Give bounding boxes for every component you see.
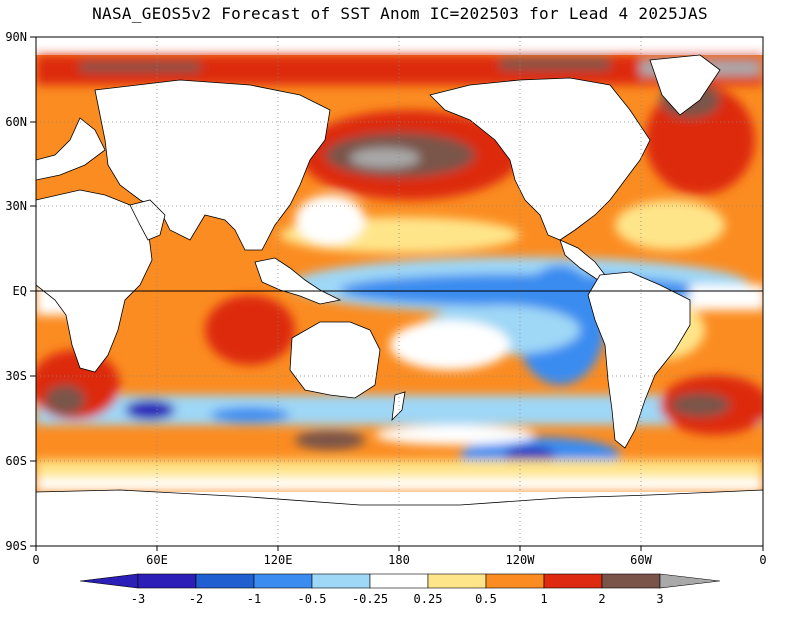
- colorbar-bin: [253, 573, 313, 589]
- colorbar-bin: [601, 573, 661, 589]
- lat-label-90n: 90N: [5, 30, 27, 44]
- indonesia: [254, 257, 342, 305]
- colorbar-bin: [311, 573, 371, 589]
- lon-label-0-east: 0: [759, 553, 766, 567]
- colorbar-label: 2: [598, 592, 605, 606]
- colorbar-bin: [427, 573, 487, 589]
- south-america: [587, 271, 691, 449]
- lon-axis: 0 60E 120E 180 120W 60W 0: [32, 546, 767, 567]
- lat-label-60s: 60S: [5, 454, 27, 468]
- colorbar-label: 1: [540, 592, 547, 606]
- colorbar-arrow-high: [659, 573, 721, 589]
- chart-title: NASA_GEOS5v2 Forecast of SST Anom IC=202…: [92, 4, 708, 23]
- lon-label-180: 180: [388, 553, 410, 567]
- colorbar-bin: [485, 573, 545, 589]
- colorbar-bin: [369, 573, 429, 589]
- colorbar-label: -2: [189, 592, 203, 606]
- lat-label-eq: EQ: [13, 284, 27, 298]
- colorbar: -3 -2 -1 -0.5 -0.25 0.25 0.5 1 2 3: [79, 573, 721, 606]
- colorbar-bin: [543, 573, 603, 589]
- greenland: [649, 54, 721, 116]
- colorbar-label: 0.25: [414, 592, 443, 606]
- colorbar-arrow-low: [79, 573, 139, 589]
- new-zealand: [391, 391, 406, 422]
- europe: [36, 117, 106, 181]
- australia: [289, 321, 381, 399]
- lat-axis: 90N 60N 30N EQ 30S 60S 90S: [5, 30, 36, 553]
- lon-label-120e: 120E: [264, 553, 293, 567]
- arctic-white: [36, 37, 763, 55]
- antarctica: [36, 489, 763, 546]
- lon-label-60w: 60W: [630, 553, 652, 567]
- colorbar-bin: [137, 573, 197, 589]
- arabia: [129, 199, 166, 241]
- colorbar-label: -1: [247, 592, 261, 606]
- colorbar-label: -0.5: [298, 592, 327, 606]
- colorbar-label: 0.5: [475, 592, 497, 606]
- lon-label-120w: 120W: [506, 553, 536, 567]
- lat-label-60n: 60N: [5, 115, 27, 129]
- asia: [94, 79, 331, 251]
- lon-label-0: 0: [32, 553, 39, 567]
- colorbar-bin: [195, 573, 255, 589]
- lat-label-30s: 30S: [5, 369, 27, 383]
- gridlines: [36, 37, 763, 546]
- africa: [36, 189, 153, 373]
- north-america: [429, 77, 651, 241]
- colorbar-label: 3: [656, 592, 663, 606]
- colorbar-label: -3: [131, 592, 145, 606]
- lon-label-60e: 60E: [146, 553, 168, 567]
- land-masses: [36, 54, 763, 546]
- lat-label-90s: 90S: [5, 539, 27, 553]
- lat-label-30n: 30N: [5, 199, 27, 213]
- colorbar-label: -0.25: [352, 592, 388, 606]
